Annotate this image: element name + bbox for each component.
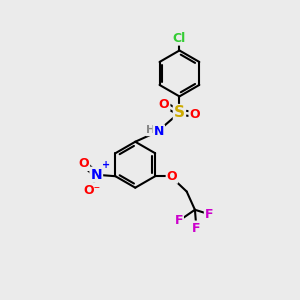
- Text: O: O: [79, 157, 89, 170]
- Text: +: +: [101, 160, 110, 170]
- Text: Cl: Cl: [173, 32, 186, 45]
- Text: F: F: [175, 214, 183, 227]
- Text: H: H: [146, 125, 155, 135]
- Text: N: N: [90, 168, 102, 182]
- Text: N: N: [154, 125, 164, 138]
- Text: O⁻: O⁻: [83, 184, 100, 196]
- Text: O: O: [167, 170, 177, 183]
- Text: S: S: [174, 105, 185, 120]
- Text: F: F: [205, 208, 213, 221]
- Text: O: O: [159, 98, 170, 111]
- Text: O: O: [189, 108, 200, 121]
- Text: F: F: [192, 221, 201, 235]
